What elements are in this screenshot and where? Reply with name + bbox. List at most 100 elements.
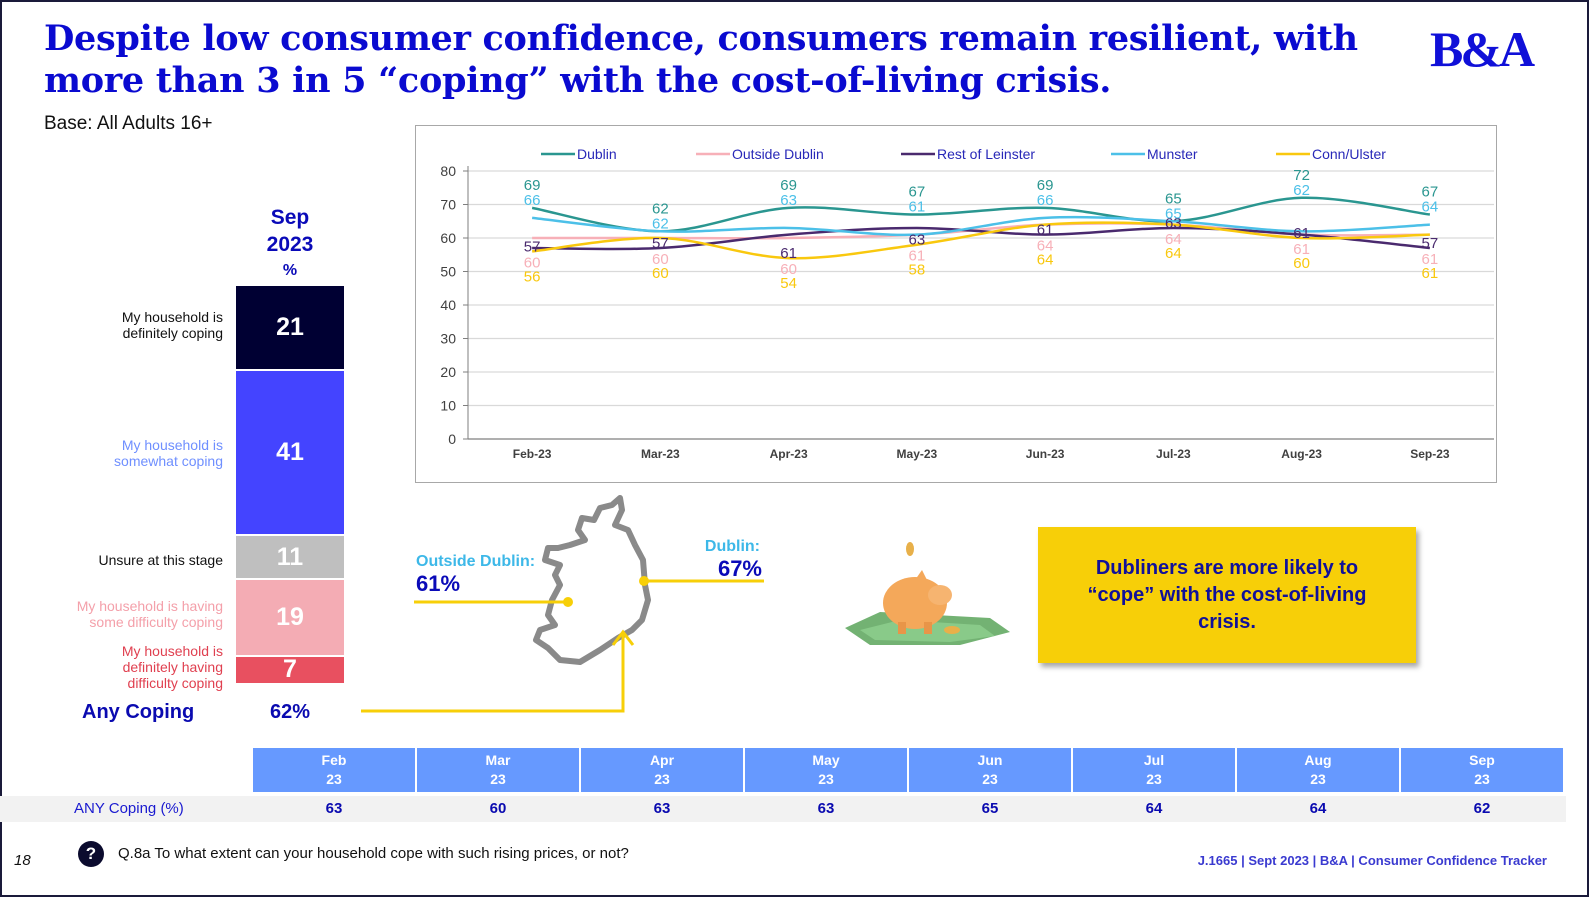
header-year: 23	[1474, 771, 1490, 787]
dublin-dot	[639, 576, 649, 586]
x-tick-label: Sep-23	[1410, 447, 1450, 461]
outside-dublin-dot	[563, 597, 573, 607]
data-label: 61	[780, 245, 797, 262]
header-year: 23	[326, 771, 342, 787]
bar-header-unit: %	[282, 262, 298, 279]
bar-segment-somewhat-coping: 41	[236, 370, 344, 534]
table-cell-feb: 63	[253, 796, 415, 822]
series-line-munster	[531, 215, 1430, 237]
data-label: 66	[524, 192, 541, 209]
data-label: 63	[1165, 215, 1182, 232]
header-year: 23	[818, 771, 834, 787]
y-tick-label: 20	[440, 364, 456, 380]
legend-label: Conn/Ulster	[1312, 146, 1386, 162]
header-year: 23	[1146, 771, 1162, 787]
table-header-jun: Jun 23	[909, 748, 1071, 792]
table-cell-sep: 62	[1401, 796, 1563, 822]
table-cell-aug: 64	[1237, 796, 1399, 822]
data-label: 67	[909, 184, 926, 201]
segment-value: 21	[276, 312, 304, 341]
y-tick-label: 80	[440, 163, 456, 179]
y-tick-label: 0	[448, 431, 456, 447]
table-header-may: May 23	[745, 748, 907, 792]
data-label: 61	[909, 199, 926, 216]
any-coping-value: 62%	[269, 701, 311, 723]
data-label: 69	[524, 177, 541, 194]
data-label: 62	[1293, 182, 1310, 199]
data-label: 62	[652, 215, 669, 232]
header-month: May	[812, 752, 840, 768]
insight-callout: Dubliners are more likely to “cope” with…	[1038, 527, 1416, 663]
line-chart-svg: 0 10 20 30 40 50 60 70 80 Feb-23 Mar-23 Apr-23 May-2…	[440, 146, 1494, 461]
data-label: 60	[652, 265, 669, 282]
table-header-mar: Mar 23	[417, 748, 579, 792]
legend-label: Munster	[1147, 146, 1198, 162]
header-month: Mar	[485, 752, 511, 768]
data-label: 65	[1165, 205, 1182, 222]
x-tick-label: Apr-23	[770, 447, 808, 461]
data-label: 54	[780, 275, 797, 292]
table-header-aug: Aug 23	[1237, 748, 1399, 792]
data-label: 69	[780, 177, 797, 194]
legend-label: Rest of Leinster	[937, 146, 1035, 162]
data-label: 64	[1037, 238, 1054, 255]
data-label: 57	[652, 235, 669, 252]
arrow-up-icon	[611, 629, 635, 646]
brand-logo: B&A	[1430, 21, 1535, 77]
table-cell-apr: 63	[581, 796, 743, 822]
x-tick-label: Feb-23	[513, 447, 552, 461]
header-month: Apr	[649, 752, 675, 768]
header-month: Jul	[1143, 752, 1165, 768]
data-label: 63	[909, 232, 926, 249]
header-year: 23	[1310, 771, 1326, 787]
data-label: 61	[1293, 225, 1310, 242]
data-label: 56	[524, 268, 541, 285]
y-tick-label: 40	[440, 297, 456, 313]
data-label: 66	[1037, 192, 1054, 209]
header-year: 23	[654, 771, 670, 787]
data-label: 64	[1037, 252, 1054, 269]
data-label: 64	[1422, 199, 1439, 216]
ireland-map-icon	[533, 495, 651, 665]
header-month: Feb	[321, 752, 347, 768]
segment-label-unsure: Unsure at this stage	[98, 552, 223, 568]
x-tick-label: Jun-23	[1026, 447, 1065, 461]
data-label: 57	[524, 238, 541, 255]
x-tick-label: Mar-23	[641, 447, 680, 461]
outside-dublin-value: 61%	[416, 571, 461, 596]
data-label: 63	[780, 192, 797, 209]
line-chart: 0 10 20 30 40 50 60 70 80 Feb-23 Mar-23 Apr-23 May-2…	[415, 125, 1497, 483]
bar-segment-definitely-coping: 21	[236, 286, 344, 369]
bar-segment-some-difficulty: 19	[236, 580, 344, 655]
bar-segment-definite-difficulty: 7	[236, 655, 344, 684]
data-label: 67	[1422, 184, 1439, 201]
segment-value: 41	[276, 437, 304, 466]
table-header-jul: Jul 23	[1073, 748, 1235, 792]
segment-value: 19	[276, 602, 304, 631]
y-tick-label: 30	[440, 331, 456, 347]
base-note: Base: All Adults 16+	[44, 113, 213, 134]
table-row-label: ANY Coping (%)	[74, 800, 184, 817]
y-tick-label: 50	[440, 264, 456, 280]
dublin-label: Dublin:	[704, 538, 760, 555]
table-header-sep: Sep 23	[1401, 748, 1563, 792]
x-tick-label: May-23	[897, 447, 938, 461]
data-label: 64	[1165, 231, 1182, 248]
data-label: 65	[1165, 190, 1182, 207]
data-label: 62	[652, 200, 669, 217]
data-label: 61	[1293, 241, 1310, 258]
data-label: 61	[1037, 222, 1054, 239]
data-label: 60	[524, 254, 541, 271]
callout-text: Dubliners are more likely to “cope” with…	[1087, 556, 1367, 633]
table-cell-jul: 64	[1073, 796, 1235, 822]
piggy-bank-icon	[845, 542, 1010, 645]
y-tick-label: 10	[440, 398, 456, 414]
table-cell-may: 63	[745, 796, 907, 822]
data-label: 61	[1422, 251, 1439, 268]
bar-segment-unsure: 11	[236, 535, 344, 579]
table-cell-mar: 60	[417, 796, 579, 822]
source-note: J.1665 | Sept 2023 | B&A | Consumer Conf…	[1197, 853, 1547, 868]
header-year: 23	[490, 771, 506, 787]
page-number: 18	[14, 852, 31, 869]
segment-value: 7	[283, 655, 297, 684]
